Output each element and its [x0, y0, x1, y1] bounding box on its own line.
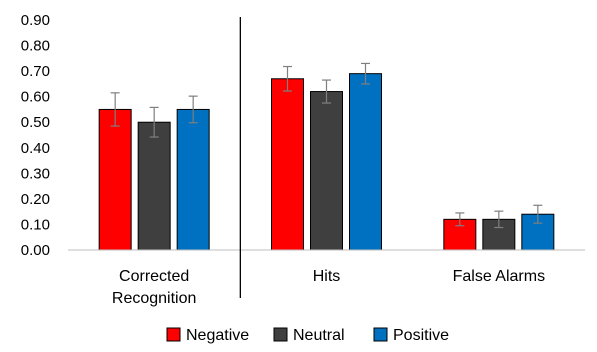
bar-negative	[98, 108, 132, 251]
legend-label-positive: Positive	[393, 327, 449, 344]
bar-neutral	[137, 121, 171, 251]
y-tick-label: 0.80	[21, 38, 50, 55]
legend: Negative Neutral Positive	[166, 327, 449, 344]
legend-swatch-neutral	[273, 327, 288, 342]
y-tick-label: 0.40	[21, 140, 50, 157]
category-label: Corrected Recognition	[112, 268, 197, 307]
legend-swatch-positive	[373, 327, 388, 342]
y-axis-ticks: 0.00 0.10 0.20 0.30 0.40 0.50 0.60 0.70 0.80 0.90	[21, 12, 50, 259]
legend-label-negative: Negative	[186, 327, 249, 344]
bar-neutral	[310, 91, 343, 251]
y-tick-label: 0.20	[21, 191, 50, 208]
legend-label-neutral: Neutral	[293, 327, 345, 344]
legend-swatch-negative	[166, 327, 181, 342]
y-tick-label: 0.10	[21, 216, 50, 233]
bar-negative	[271, 78, 304, 251]
bars	[98, 62, 555, 251]
y-tick-label: 0.60	[21, 89, 50, 106]
y-tick-label: 0.30	[21, 165, 50, 182]
y-tick-label: 0.90	[21, 12, 50, 29]
category-labels: Corrected Recognition Hits False Alarms	[112, 268, 545, 307]
y-tick-label: 0.50	[21, 114, 50, 131]
category-label: Hits	[313, 268, 341, 285]
bar-positive	[349, 73, 382, 251]
y-tick-label: 0.70	[21, 63, 50, 80]
y-tick-label: 0.00	[21, 242, 50, 259]
bar-positive	[176, 108, 210, 251]
category-label: False Alarms	[453, 268, 545, 285]
